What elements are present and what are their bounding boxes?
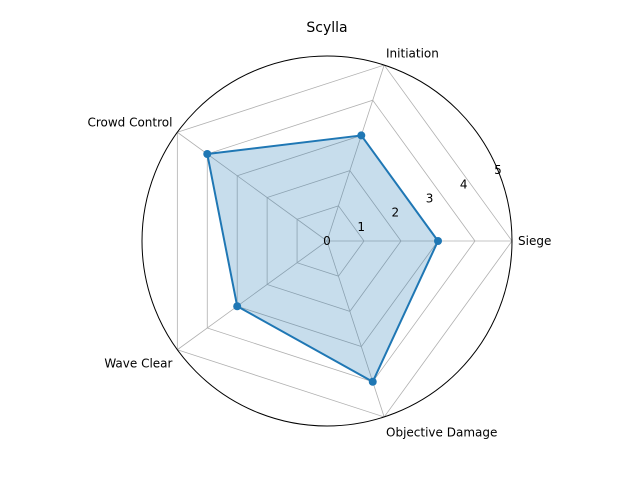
grid-spoke (326, 240, 385, 418)
radial-tick-labels: 0 1 2 3 4 5 (323, 163, 502, 248)
radial-tick-3: 3 (426, 192, 434, 206)
series-area (207, 135, 438, 382)
grid-spoke (177, 240, 328, 351)
chart-title: Scylla (306, 20, 347, 36)
grid-ring-1 (296, 205, 365, 277)
category-label-siege: Siege (518, 234, 551, 248)
category-label-objective-damage: Objective Damage (386, 426, 497, 440)
radial-tick-5: 5 (494, 163, 502, 177)
grid-ring-4 (206, 99, 476, 383)
radial-tick-2: 2 (392, 206, 400, 220)
radial-tick-0: 0 (323, 234, 331, 248)
grid-ring-5 (176, 64, 513, 418)
data-point-wave-clear (233, 302, 242, 311)
radial-tick-1: 1 (357, 220, 365, 234)
grid-spoke (326, 64, 385, 242)
category-label-crowd-control: Crowd Control (87, 116, 172, 130)
series-line (206, 134, 439, 383)
category-labels: Siege Initiation Crowd Control Wave Clear Ob… (87, 46, 551, 439)
category-label-wave-clear: Wave Clear (104, 356, 172, 370)
data-point-crowd-control (203, 150, 212, 159)
data-point-siege (434, 237, 442, 245)
grid-ring-2 (266, 170, 402, 312)
category-label-initiation: Initiation (386, 46, 439, 60)
grid-spoke (177, 131, 328, 242)
radar-series (203, 131, 442, 386)
radial-tick-4: 4 (460, 177, 468, 191)
data-point-objective-damage (368, 377, 377, 386)
data-point-initiation (357, 131, 366, 140)
polar-spine (141, 55, 513, 427)
